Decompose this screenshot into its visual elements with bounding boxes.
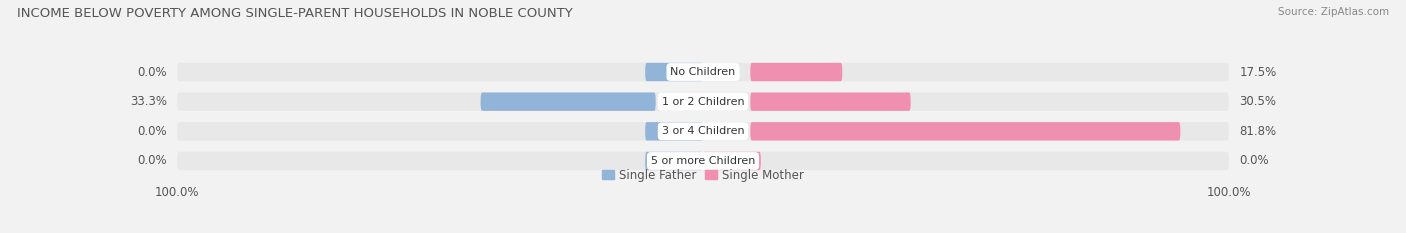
Text: 1 or 2 Children: 1 or 2 Children [662, 97, 744, 107]
Text: INCOME BELOW POVERTY AMONG SINGLE-PARENT HOUSEHOLDS IN NOBLE COUNTY: INCOME BELOW POVERTY AMONG SINGLE-PARENT… [17, 7, 572, 20]
FancyBboxPatch shape [481, 93, 655, 111]
FancyBboxPatch shape [177, 122, 1229, 140]
Text: 0.0%: 0.0% [1239, 154, 1268, 168]
Text: No Children: No Children [671, 67, 735, 77]
FancyBboxPatch shape [751, 63, 842, 81]
FancyBboxPatch shape [645, 152, 703, 170]
Text: 0.0%: 0.0% [138, 125, 167, 138]
Text: 33.3%: 33.3% [129, 95, 167, 108]
FancyBboxPatch shape [177, 93, 1229, 111]
FancyBboxPatch shape [751, 93, 911, 111]
Text: 30.5%: 30.5% [1239, 95, 1277, 108]
FancyBboxPatch shape [703, 152, 761, 170]
Text: Source: ZipAtlas.com: Source: ZipAtlas.com [1278, 7, 1389, 17]
Text: 0.0%: 0.0% [138, 65, 167, 79]
Text: 17.5%: 17.5% [1239, 65, 1277, 79]
FancyBboxPatch shape [177, 63, 1229, 81]
FancyBboxPatch shape [645, 122, 703, 140]
FancyBboxPatch shape [177, 152, 1229, 170]
Text: 3 or 4 Children: 3 or 4 Children [662, 126, 744, 136]
FancyBboxPatch shape [645, 63, 703, 81]
Legend: Single Father, Single Mother: Single Father, Single Mother [598, 164, 808, 186]
Text: 0.0%: 0.0% [138, 154, 167, 168]
Text: 5 or more Children: 5 or more Children [651, 156, 755, 166]
FancyBboxPatch shape [751, 122, 1181, 140]
Text: 81.8%: 81.8% [1239, 125, 1277, 138]
